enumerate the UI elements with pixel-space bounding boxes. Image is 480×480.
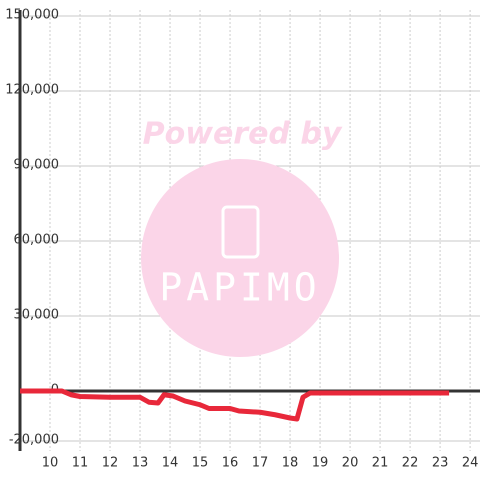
x-tick-label: 22	[402, 456, 419, 471]
watermark-top: Powered by	[143, 117, 343, 152]
y-tick-label: 120,000	[5, 83, 59, 98]
y-tick-label: -20,000	[9, 433, 59, 448]
x-tick-label: 15	[192, 456, 209, 471]
x-tick-label: 18	[282, 456, 299, 471]
x-tick-label: 14	[162, 456, 179, 471]
x-tick-label: 24	[462, 456, 479, 471]
x-tick-label: 16	[222, 456, 239, 471]
watermark-logo: PAPIMO	[159, 266, 320, 310]
x-tick-label: 20	[342, 456, 359, 471]
watermark: Powered by PAPIMO	[141, 117, 343, 357]
x-tick-label: 21	[372, 456, 389, 471]
x-tick-label: 23	[432, 456, 449, 471]
x-tick-label: 11	[72, 456, 89, 471]
watermark-phone	[221, 205, 260, 259]
y-tick-label: 150,000	[5, 8, 59, 23]
x-tick-label: 12	[102, 456, 119, 471]
y-tick-label: 60,000	[14, 233, 60, 248]
x-tick-label: 19	[312, 456, 329, 471]
y-tick-label: 30,000	[14, 308, 60, 323]
y-tick-label: 90,000	[14, 158, 60, 173]
x-tick-label: 10	[42, 456, 59, 471]
x-tick-label: 13	[132, 456, 149, 471]
x-tick-label: 17	[252, 456, 269, 471]
data-line	[20, 388, 450, 422]
plot: -20,000030,00060,00090,000120,000150,000…	[5, 8, 480, 471]
